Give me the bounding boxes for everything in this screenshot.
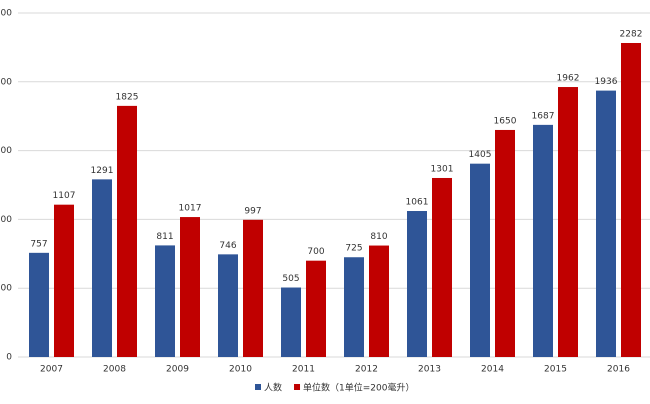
- bar: [621, 42, 641, 358]
- bar: [596, 90, 616, 358]
- x-tick-label: 2012: [355, 365, 378, 375]
- y-tick-label: 1500: [0, 146, 12, 156]
- y-tick-label: 1000: [0, 215, 12, 225]
- value-label: 810: [370, 232, 387, 242]
- bar: [218, 254, 238, 357]
- legend-label: 人数: [264, 382, 282, 394]
- bar: [281, 287, 301, 357]
- value-label: 746: [219, 241, 236, 251]
- legend-swatch: [255, 384, 261, 390]
- bar: [533, 124, 553, 357]
- y-tick-label: 0: [6, 353, 12, 363]
- y-tick-label: 2000: [0, 77, 12, 87]
- value-label: 505: [282, 274, 299, 284]
- value-label: 1017: [179, 204, 202, 214]
- x-tick-label: 2015: [544, 365, 567, 375]
- value-label: 700: [307, 247, 324, 257]
- value-label: 1687: [532, 111, 555, 121]
- bar: [495, 129, 515, 357]
- bar: [155, 245, 175, 357]
- value-label: 997: [244, 206, 261, 216]
- value-label: 1936: [595, 77, 618, 87]
- bar: [243, 219, 263, 357]
- bar: [369, 245, 389, 357]
- y-tick-label: 2500: [0, 9, 12, 19]
- value-label: 757: [30, 239, 47, 249]
- x-tick-label: 2014: [481, 365, 504, 375]
- value-label: 1650: [494, 116, 517, 126]
- bar: [92, 179, 112, 357]
- bar: [558, 87, 578, 357]
- value-label: 1825: [116, 92, 139, 102]
- x-tick-label: 2011: [292, 365, 315, 375]
- value-label: 1061: [406, 198, 429, 208]
- value-label: 811: [156, 232, 173, 242]
- legend-swatch: [294, 384, 301, 390]
- bar: [470, 163, 490, 357]
- x-tick-label: 2007: [40, 365, 63, 375]
- bar: [29, 252, 49, 357]
- x-tick-label: 2013: [418, 365, 441, 375]
- value-label: 1301: [431, 164, 454, 174]
- bar: [180, 217, 200, 357]
- x-tick-label: 2016: [607, 365, 630, 375]
- x-tick-label: 2010: [229, 365, 252, 375]
- value-label: 1962: [557, 74, 580, 84]
- y-tick-label: 500: [0, 284, 12, 294]
- value-label: 725: [345, 244, 362, 254]
- value-label: 1107: [53, 191, 76, 201]
- bar: [306, 260, 326, 357]
- bar: [407, 211, 427, 357]
- value-label: 1291: [91, 166, 114, 176]
- legend-label: 单位数（1单位=200毫升）: [303, 382, 414, 394]
- bar: [117, 105, 137, 357]
- bar: [344, 257, 364, 357]
- bar: [54, 204, 74, 357]
- bar: [432, 177, 452, 357]
- x-tick-label: 2008: [103, 365, 126, 375]
- x-tick-label: 2009: [166, 365, 189, 375]
- value-label: 1405: [469, 150, 492, 160]
- value-label: 2282: [620, 29, 643, 39]
